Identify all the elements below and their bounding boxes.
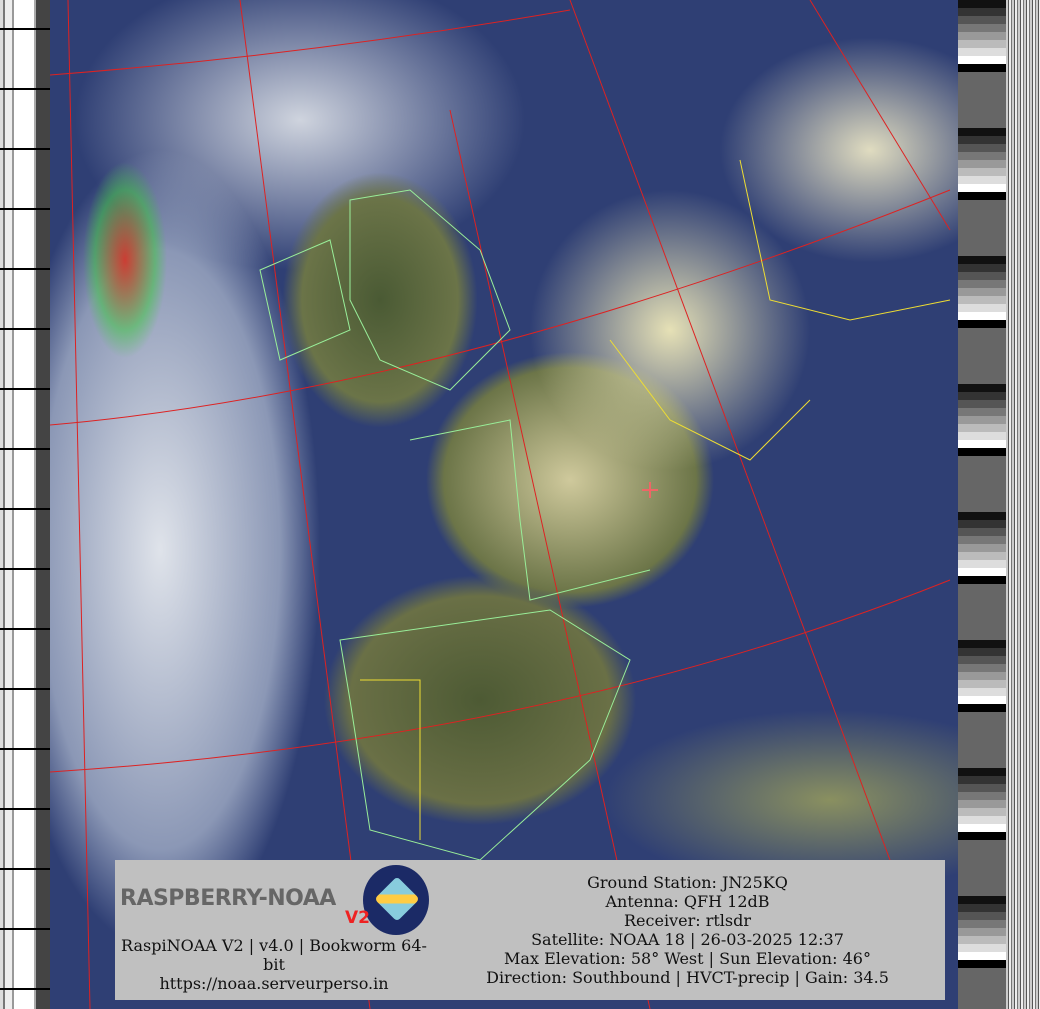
ground-station: Ground Station: JN25KQ: [587, 873, 788, 892]
receiver: Receiver: rtlsdr: [624, 911, 751, 930]
station-software-info: RaspiNOAA V2 | v4.0 | Bookworm 64- bit h…: [115, 936, 433, 993]
logo-text: RASPBERRY-NOAA: [120, 886, 336, 911]
border: [360, 679, 421, 840]
coastline: [339, 609, 631, 861]
pass-details: Ground Station: JN25KQ Antenna: QFH 12dB…: [445, 873, 930, 987]
longitude-line: [67, 0, 91, 1009]
longitude-line: [239, 0, 371, 1009]
elevation: Max Elevation: 58° West | Sun Elevation:…: [504, 949, 871, 968]
coastline: [259, 239, 351, 361]
sync-ticks: [0, 0, 50, 1009]
latitude-line: [50, 9, 571, 76]
coastline: [409, 419, 651, 601]
station-url: https://noaa.serveurperso.in: [159, 974, 389, 993]
satellite-logo-icon: [363, 865, 429, 935]
longitude-line: [569, 0, 891, 861]
satellite-datetime: Satellite: NOAA 18 | 26-03-2025 12:37: [531, 930, 844, 949]
graticule-overlay: [50, 0, 951, 1009]
software-version-wrap: bit: [263, 955, 285, 974]
latitude-line: [50, 579, 951, 773]
longitude-line: [809, 0, 951, 231]
latitude-line: [50, 189, 951, 426]
border: [609, 339, 811, 461]
ground-station-marker: [642, 482, 658, 498]
satellite-image: [50, 0, 958, 1009]
border: [739, 159, 951, 321]
antenna: Antenna: QFH 12dB: [605, 892, 770, 911]
coastline: [349, 189, 511, 391]
logo-version: V2: [345, 908, 370, 928]
telemetry-strip-right: [958, 0, 1040, 1009]
pass-info-panel: RASPBERRY-NOAA V2 RaspiNOAA V2 | v4.0 | …: [115, 860, 945, 1000]
direction-mode-gain: Direction: Southbound | HVCT-precip | Ga…: [486, 968, 889, 987]
software-version: RaspiNOAA V2 | v4.0 | Bookworm 64-: [121, 936, 427, 955]
